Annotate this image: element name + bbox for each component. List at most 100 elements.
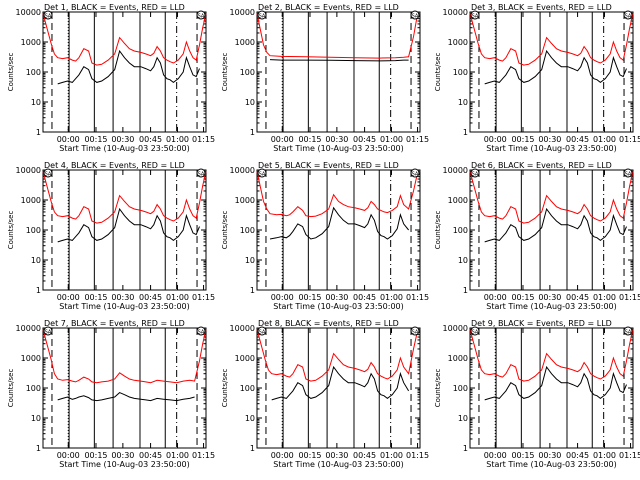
saa-marker	[196, 10, 206, 20]
saa-marker	[196, 168, 206, 178]
panel-title: Det 6, BLACK = Events, RED = LLD	[471, 161, 612, 170]
x-tick-label: 00:30	[111, 135, 134, 144]
plot-frame	[256, 11, 421, 133]
plot-frame	[42, 327, 207, 449]
y-axis-label: Counts/sec	[434, 369, 442, 408]
y-tick-label: 10	[458, 98, 468, 107]
x-tick-label: 01:15	[192, 293, 215, 302]
saa-marker-label: SA	[625, 330, 632, 336]
x-tick-label: 00:15	[511, 293, 534, 302]
y-tick-label: 1000	[235, 354, 255, 363]
y-tick-label: 100	[240, 226, 255, 235]
y-tick-label: 10	[31, 414, 41, 423]
x-tick-label: 00:30	[538, 293, 561, 302]
saa-marker-label: SA	[412, 14, 419, 20]
saa-marker-label: SA	[412, 172, 419, 178]
y-tick-label: 1	[36, 286, 41, 295]
saa-marker	[410, 168, 420, 178]
saa-marker	[43, 10, 53, 20]
y-tick-label: 10	[31, 256, 41, 265]
plot-frame	[256, 169, 421, 291]
plot-frame	[469, 11, 634, 133]
saa-marker	[257, 326, 267, 336]
y-axis-label: Counts/sec	[434, 53, 442, 92]
y-tick-label: 10	[458, 256, 468, 265]
x-tick-label: 01:00	[380, 293, 403, 302]
x-tick-label: 00:30	[111, 293, 134, 302]
x-tick-label: 01:00	[166, 451, 189, 460]
panel-title: Det 8, BLACK = Events, RED = LLD	[258, 319, 399, 328]
x-tick-label: 00:30	[111, 451, 134, 460]
saa-marker	[623, 168, 633, 178]
x-tick-label: 01:00	[593, 451, 616, 460]
x-tick-label: 00:45	[566, 135, 589, 144]
lld-series-line	[256, 171, 421, 218]
saa-marker	[43, 168, 53, 178]
saa-marker	[43, 326, 53, 336]
x-axis-label: Start Time (10-Aug-03 23:50:00)	[273, 144, 404, 153]
x-tick-label: 00:15	[298, 451, 321, 460]
x-tick-label: 01:00	[593, 135, 616, 144]
x-tick-label: 01:00	[166, 135, 189, 144]
y-tick-label: 1000	[235, 196, 255, 205]
y-tick-label: 100	[453, 384, 468, 393]
panel-title: Det 3, BLACK = Events, RED = LLD	[471, 3, 612, 12]
saa-marker	[196, 326, 206, 336]
y-tick-label: 100	[453, 226, 468, 235]
x-tick-label: 00:00	[57, 135, 80, 144]
x-axis-label: Start Time (10-Aug-03 23:50:00)	[273, 302, 404, 311]
y-tick-label: 100	[453, 68, 468, 77]
detector-panel-9: Det 9, BLACK = Events, RED = LLD 1 10 100 10…	[434, 319, 640, 469]
x-tick-label: 00:45	[353, 451, 376, 460]
y-tick-label: 100	[26, 68, 41, 77]
saa-marker-label: SA	[259, 14, 266, 20]
x-tick-label: 01:00	[380, 135, 403, 144]
x-tick-label: 00:00	[271, 293, 294, 302]
detector-panel-4: Det 4, BLACK = Events, RED = LLD 1 10 100 10…	[7, 161, 215, 311]
saa-marker-label: SA	[472, 172, 479, 178]
y-tick-label: 10000	[230, 8, 255, 17]
lld-series-line	[469, 329, 634, 382]
x-tick-label: 00:45	[139, 293, 162, 302]
y-tick-label: 1000	[21, 38, 41, 47]
saa-marker-label: SA	[625, 14, 632, 20]
x-tick-label: 01:15	[192, 135, 215, 144]
x-tick-label: 00:15	[84, 451, 107, 460]
saa-marker-label: SA	[259, 330, 266, 336]
x-tick-label: 00:00	[271, 451, 294, 460]
y-axis-label: Counts/sec	[221, 211, 229, 250]
x-tick-label: 00:30	[325, 135, 348, 144]
saa-marker-label: SA	[45, 330, 52, 336]
y-tick-label: 1	[36, 444, 41, 453]
y-tick-label: 1	[463, 286, 468, 295]
y-tick-label: 1	[250, 286, 255, 295]
y-tick-label: 1000	[448, 354, 468, 363]
saa-marker	[410, 326, 420, 336]
x-tick-label: 00:15	[511, 451, 534, 460]
x-tick-label: 00:45	[139, 135, 162, 144]
saa-marker	[623, 326, 633, 336]
y-tick-label: 10	[458, 414, 468, 423]
y-tick-label: 1	[463, 444, 468, 453]
detector-panel-6: Det 6, BLACK = Events, RED = LLD 1 10 100 10…	[434, 161, 640, 311]
y-tick-label: 100	[240, 68, 255, 77]
x-tick-label: 00:30	[538, 451, 561, 460]
x-tick-label: 00:45	[353, 135, 376, 144]
lld-series-line	[469, 171, 634, 224]
x-tick-label: 01:15	[406, 135, 429, 144]
panel-title: Det 4, BLACK = Events, RED = LLD	[44, 161, 185, 170]
x-tick-label: 00:45	[566, 293, 589, 302]
saa-marker-label: SA	[625, 172, 632, 178]
detector-panel-7: Det 7, BLACK = Events, RED = LLD 1 10 100 10…	[7, 319, 215, 469]
x-tick-label: 00:30	[325, 293, 348, 302]
panel-title: Det 7, BLACK = Events, RED = LLD	[44, 319, 185, 328]
y-axis-label: Counts/sec	[7, 53, 15, 92]
saa-marker-label: SA	[198, 172, 205, 178]
y-tick-label: 1	[36, 128, 41, 137]
detector-panel-8: Det 8, BLACK = Events, RED = LLD 1 10 100 10…	[221, 319, 429, 469]
x-tick-label: 00:15	[511, 135, 534, 144]
detector-panel-5: Det 5, BLACK = Events, RED = LLD 1 10 100 10…	[221, 161, 429, 311]
events-series-line	[484, 49, 627, 85]
saa-marker	[410, 10, 420, 20]
saa-marker	[257, 10, 267, 20]
